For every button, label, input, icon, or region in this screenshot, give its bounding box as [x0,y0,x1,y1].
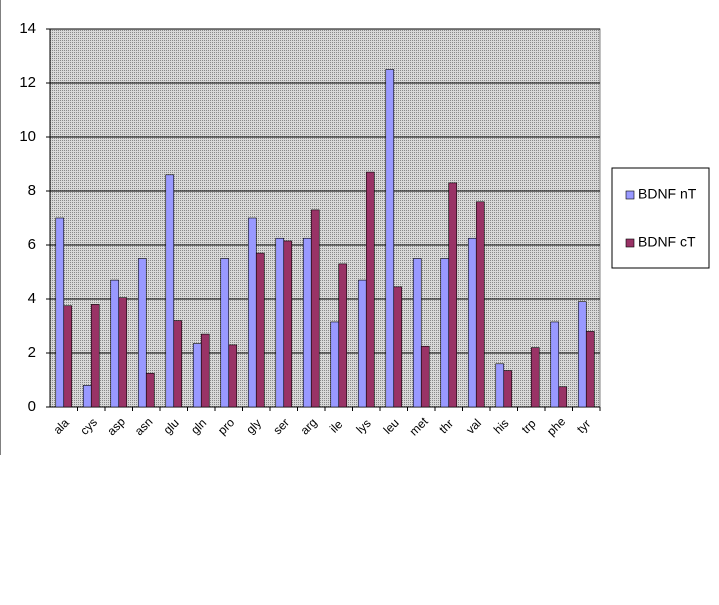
legend-label: BDNF cT [638,234,696,250]
legend-swatch [625,238,635,248]
bar [495,363,505,408]
bar [412,258,422,408]
bar [220,258,230,408]
bar [550,321,560,408]
y-tick-label: 10 [19,128,36,145]
y-tick-label: 12 [19,74,36,91]
bar [192,343,202,408]
bar [200,333,210,408]
bar [440,258,450,408]
bar [420,345,430,408]
y-tick-label: 0 [28,398,36,415]
bar [338,263,348,408]
bar [90,304,100,408]
bar [110,279,120,408]
legend [611,167,710,269]
bar [228,344,238,408]
plot-area [49,28,601,408]
y-tick-label: 8 [28,182,36,199]
bar [63,305,73,408]
bar [302,237,312,408]
bar [82,385,92,408]
bar [503,370,513,408]
bar [283,240,293,408]
bar [357,279,367,408]
bar [145,372,155,408]
bar [275,237,285,408]
legend-label: BDNF nT [638,186,697,202]
bar [577,301,587,408]
legend-swatch [625,190,635,200]
bar [330,321,340,408]
bar [585,331,595,408]
bar [467,237,477,408]
bar [55,217,65,408]
bar [448,182,458,408]
y-tick-label: 14 [19,20,36,37]
bar [393,286,403,408]
bar [530,347,540,408]
bar [558,386,568,408]
bar [385,69,395,408]
y-tick-label: 4 [28,290,36,307]
bar [475,201,485,408]
y-tick-label: 2 [28,344,36,361]
y-tick-label: 6 [28,236,36,253]
bar [247,217,257,408]
bar [165,174,175,408]
bar [173,320,183,408]
bar [365,171,375,408]
bar [118,297,128,408]
bar [137,258,147,408]
bar [255,252,265,408]
bar [310,209,320,408]
